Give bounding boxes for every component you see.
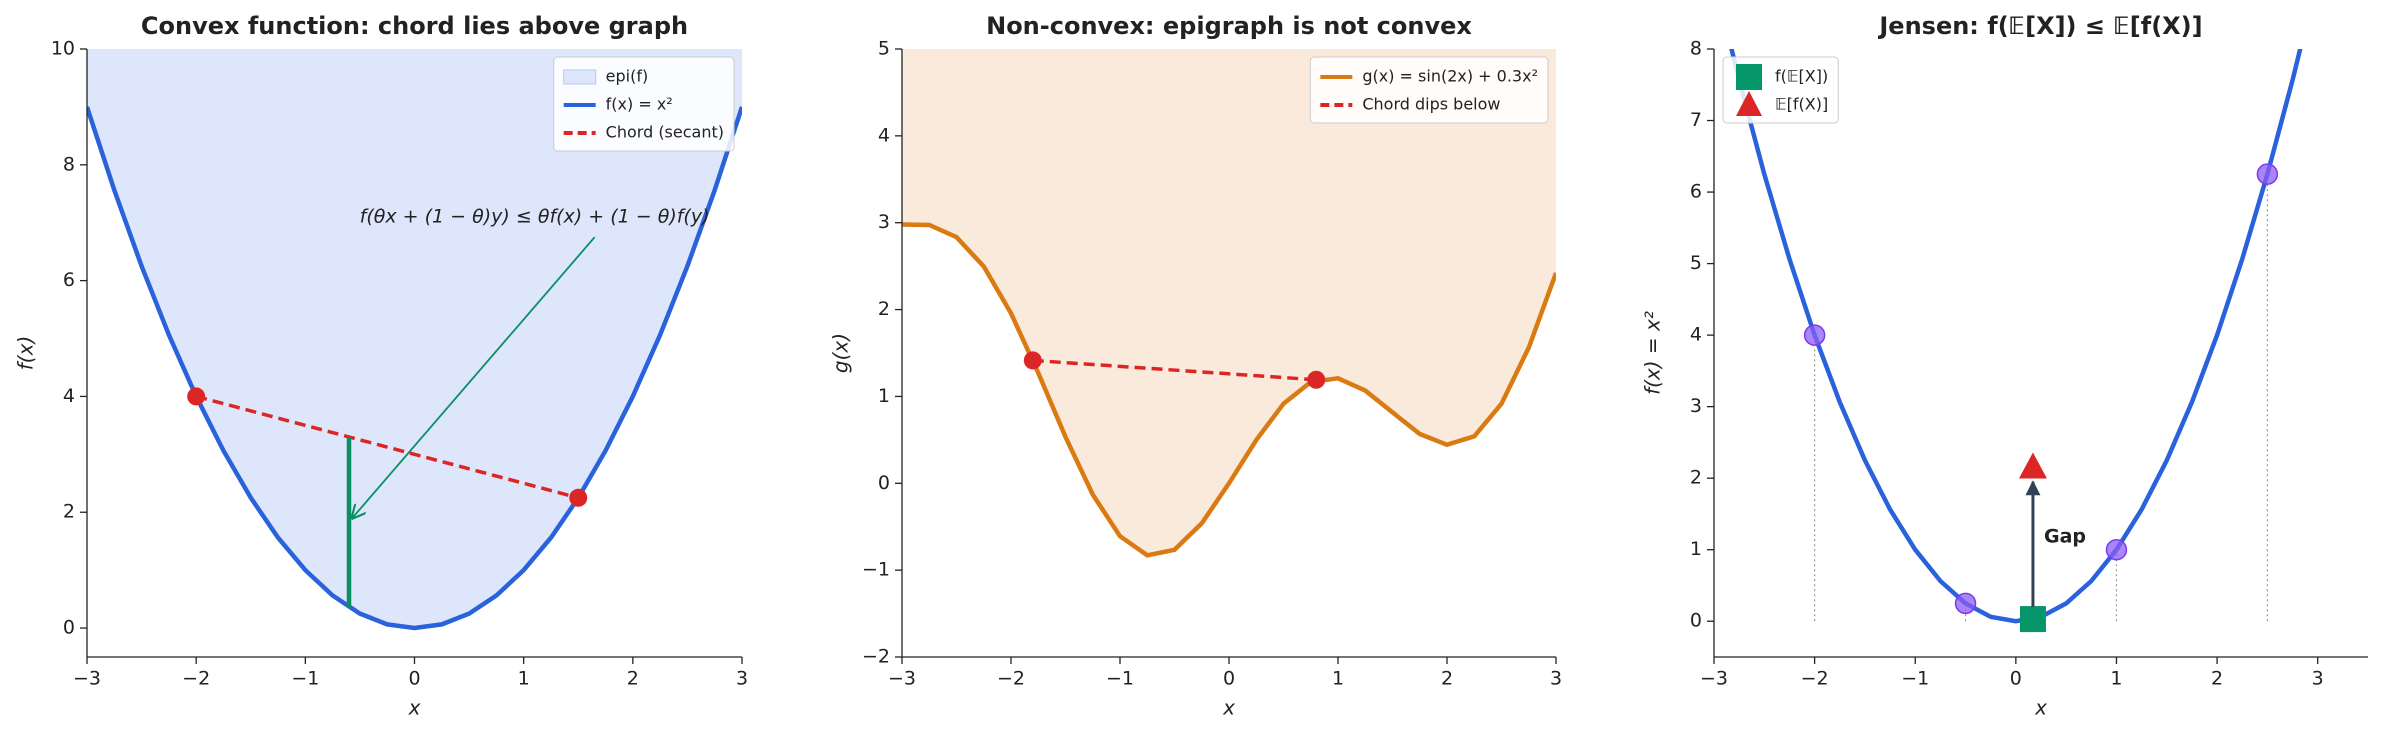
y-tick-label: 2	[878, 298, 890, 320]
line	[195, 394, 579, 500]
y-tick-label: 7	[1690, 109, 1702, 131]
x-tick-label: −1	[291, 668, 319, 690]
x-tick-label: −1	[1901, 668, 1929, 690]
y-axis-label: g(x)	[829, 333, 853, 373]
legend-label: f(x) = x²	[606, 95, 673, 114]
legend-swatch	[1736, 91, 1762, 116]
y-tick-label: 8	[63, 153, 75, 175]
legend: g(x) = sin(2x) + 0.3x² Chord dips below	[1309, 56, 1549, 124]
chart-title: Jensen: f(𝔼[X]) ≤ 𝔼[f(X)]	[1877, 12, 2202, 40]
chart-title: Convex function: chord lies above graph	[141, 12, 688, 40]
x-axis-label: x	[408, 696, 421, 720]
legend-swatch	[1736, 64, 1762, 90]
annotation: Gap	[2044, 525, 2086, 547]
y-axis-label: f(x) = x²	[1641, 311, 1665, 395]
point	[2256, 163, 2279, 185]
legend-box	[553, 56, 735, 152]
y-tick-label: 10	[51, 38, 75, 60]
y-tick-label: 0	[1690, 610, 1702, 632]
x-tick-label: −3	[1700, 668, 1728, 690]
legend-label: f(𝔼[X])	[1775, 67, 1828, 86]
epigraph-area	[902, 49, 1556, 556]
y-tick-label: 3	[878, 211, 890, 233]
x-tick-label: −2	[997, 668, 1025, 690]
point	[2019, 606, 2046, 633]
y-tick-label: 0	[878, 472, 890, 494]
y-tick-label: 4	[63, 385, 75, 407]
x-tick-label: 2	[627, 668, 639, 690]
x-tick-label: 3	[1550, 668, 1562, 690]
epigraph-area	[87, 49, 742, 628]
x-axis-label: x	[2034, 696, 2047, 720]
y-axis-label: f(x)	[14, 336, 38, 370]
y-tick-label: 4	[1690, 324, 1702, 346]
x-tick-label: 2	[1441, 668, 1453, 690]
y-tick-label: 1	[1690, 538, 1702, 560]
line	[902, 222, 1556, 558]
legend-label: g(x) = sin(2x) + 0.3x²	[1362, 67, 1538, 86]
legend-box	[1309, 56, 1549, 124]
point	[1023, 351, 1042, 370]
y-tick-label: 2	[63, 501, 75, 523]
x-tick-label: −3	[888, 668, 916, 690]
y-tick-label: 1	[878, 385, 890, 407]
x-tick-label: 2	[2211, 668, 2223, 690]
legend-swatch	[563, 69, 597, 85]
legend: epi(f) f(x) = x² Chord (secant)	[553, 56, 735, 152]
x-axis-label: x	[1222, 696, 1235, 720]
y-tick-label: 5	[1690, 252, 1702, 274]
y-tick-label: 5	[878, 38, 890, 60]
legend-label: 𝔼[f(X)]	[1775, 95, 1828, 114]
line	[1032, 358, 1317, 382]
x-tick-label: 3	[2312, 668, 2324, 690]
x-tick-label: −1	[1106, 668, 1134, 690]
x-tick-label: −2	[1801, 668, 1829, 690]
annotation: f(θx + (1 − θ)y) ≤ θf(x) + (1 − θ)f(y)	[360, 205, 710, 227]
y-tick-label: −2	[862, 646, 890, 668]
x-tick-label: 1	[1332, 668, 1344, 690]
annotation-arrow	[352, 236, 596, 518]
point	[569, 488, 588, 507]
point	[1954, 592, 1977, 615]
x-tick-label: 3	[736, 668, 748, 690]
y-tick-label: 2	[1690, 467, 1702, 489]
point	[1803, 324, 1826, 346]
x-tick-label: −2	[182, 668, 210, 690]
y-tick-label: 8	[1690, 38, 1702, 60]
x-tick-label: 0	[408, 668, 420, 690]
y-tick-label: 4	[878, 124, 890, 146]
chart-title: Non-convex: epigraph is not convex	[986, 12, 1472, 40]
point	[1307, 370, 1326, 389]
legend: f(𝔼[X]) 𝔼[f(X)]	[1722, 56, 1839, 124]
legend-label: Chord dips below	[1362, 95, 1500, 114]
x-tick-label: 1	[2110, 668, 2122, 690]
plot-area	[902, 49, 1556, 558]
y-tick-label: 0	[63, 617, 75, 639]
legend-label: epi(f)	[606, 67, 649, 86]
point	[187, 387, 206, 406]
x-tick-label: 1	[518, 668, 530, 690]
x-tick-label: 0	[2010, 668, 2022, 690]
legend-label: Chord (secant)	[606, 123, 724, 142]
y-tick-label: −1	[862, 559, 890, 581]
point	[2105, 538, 2128, 561]
point	[2018, 452, 2047, 479]
y-tick-label: 6	[1690, 181, 1702, 203]
y-tick-label: 3	[1690, 395, 1702, 417]
x-tick-label: 0	[1223, 668, 1235, 690]
y-tick-label: 6	[63, 269, 75, 291]
x-tick-label: −3	[73, 668, 101, 690]
